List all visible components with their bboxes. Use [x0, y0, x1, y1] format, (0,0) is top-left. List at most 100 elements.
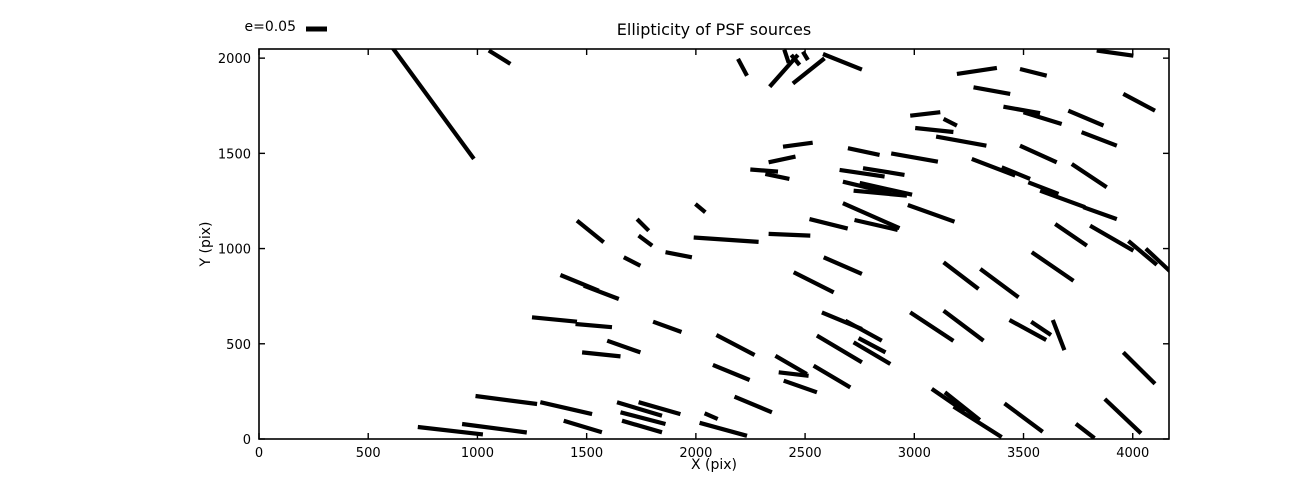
x-axis-label: X (pix)	[690, 457, 738, 473]
x-tick-label: 2000	[679, 446, 712, 461]
ellipticity-segment	[778, 370, 809, 378]
ellipticity-segment	[764, 171, 790, 181]
ellipticity-segment	[637, 233, 654, 248]
ellipticity-segment	[1067, 108, 1105, 128]
ellipticity-segment	[935, 134, 987, 148]
ellipticity-segment	[1070, 162, 1108, 190]
ellipticity-segment	[1127, 239, 1159, 267]
ellipticity-segment	[1050, 319, 1067, 351]
ellipticity-segment	[791, 56, 826, 86]
ellipticity-segment	[619, 410, 667, 427]
ellipticity-segment	[812, 363, 852, 390]
ellipticity-segment	[907, 203, 956, 224]
ellipticity-segment	[853, 188, 908, 198]
ellipticity-segment	[854, 217, 899, 232]
ellipticity-segment	[782, 140, 813, 149]
x-tick-label: 2500	[789, 446, 822, 461]
ellipticity-segment	[1103, 397, 1143, 435]
ellipticity-segment	[1121, 350, 1157, 386]
ellipticity-segment	[1074, 422, 1096, 439]
x-tick-label: 1500	[570, 446, 603, 461]
ellipticity-segment	[783, 378, 818, 395]
ellipticity-segment	[768, 231, 811, 238]
ellipticity-segment	[890, 151, 939, 164]
ellipticity-segment	[857, 336, 887, 355]
ellipticity-segment	[1008, 318, 1048, 342]
y-tick-label: 1000	[218, 243, 251, 258]
y-axis-label: Y (pix)	[198, 221, 214, 267]
ellipticity-segment	[862, 166, 905, 177]
legend-label: e=0.05	[244, 19, 296, 35]
ellipticity-segment	[943, 390, 982, 422]
ellipticity-segment	[914, 125, 954, 135]
chart-title: Ellipticity of PSF sources	[616, 20, 812, 39]
ellipticity-segment	[1019, 143, 1058, 165]
ellipticity-segment	[822, 255, 863, 276]
ellipticity-segment	[1089, 223, 1135, 253]
ellipticity-segment	[1000, 165, 1031, 181]
ellipticity-segment	[956, 65, 998, 76]
ellipticity-segment	[971, 156, 1016, 178]
x-tick-label: 4000	[1116, 446, 1149, 461]
ellipticity-segment	[839, 167, 885, 179]
ellipticity-segment	[461, 421, 528, 435]
ellipticity-segment	[563, 418, 603, 435]
ellipticity-segment	[736, 57, 749, 77]
ellipticity-segment	[638, 400, 681, 417]
y-tick-label: 2000	[218, 52, 251, 67]
segments-group	[390, 49, 1169, 439]
ellipticity-segment	[581, 350, 621, 359]
ellipticity-segment	[1027, 180, 1060, 196]
ellipticity-segment	[1030, 319, 1053, 337]
ellipticity-segment	[852, 340, 892, 366]
ellipticity-segment	[699, 420, 748, 438]
ellipticity-segment	[575, 218, 606, 244]
y-tick-label: 1500	[218, 147, 251, 162]
ellipticity-segment	[1080, 130, 1118, 148]
ellipticity-segment	[750, 167, 779, 174]
ellipticity-segment	[808, 217, 849, 231]
ellipticity-segment	[539, 400, 593, 417]
ellipticity-segment	[417, 424, 484, 437]
ellipticity-segment	[844, 318, 883, 343]
ellipticity-segment	[1122, 92, 1156, 113]
x-tick-label: 1000	[461, 446, 494, 461]
axes-frame	[258, 48, 1170, 440]
ellipticity-segment	[622, 255, 642, 268]
x-tick-label: 500	[356, 446, 381, 461]
ellipticity-segment	[847, 146, 881, 157]
ellipticity-segment	[575, 321, 613, 330]
ellipticity-segment	[909, 110, 941, 118]
ellipticity-segment	[1003, 104, 1041, 116]
ellipticity-segment	[606, 338, 642, 355]
ellipticity-segment	[715, 333, 756, 357]
ellipticity-segment	[1096, 49, 1134, 58]
ellipticity-segment	[1003, 401, 1044, 434]
ellipticity-segment	[693, 235, 759, 244]
x-tick-label: 0	[255, 446, 263, 461]
ellipticity-segment	[390, 49, 476, 161]
ellipticity-segment	[635, 217, 651, 233]
ellipticity-segment	[1022, 110, 1063, 127]
ellipticity-segment	[475, 393, 538, 407]
ellipticity-segment	[942, 117, 958, 128]
ellipticity-segment	[694, 202, 707, 214]
ellipticity-segment	[942, 260, 980, 291]
ellipticity-segment	[909, 310, 955, 343]
ellipticity-segment	[942, 309, 985, 343]
ellipticity-segment	[842, 201, 901, 231]
ellipticity-segment	[979, 267, 1020, 299]
ellipticity-segment	[1054, 222, 1089, 248]
ellipticity-segment	[973, 85, 1011, 96]
x-tick-label: 3000	[898, 446, 931, 461]
ellipticity-segment	[815, 333, 863, 365]
ellipticity-segment	[1082, 205, 1118, 222]
ellipticity-segment	[616, 400, 663, 418]
ellipticity-segment	[703, 411, 719, 421]
ellipticity-segment	[822, 52, 863, 72]
ellipticity-segment	[782, 49, 791, 64]
x-tick-label: 3500	[1007, 446, 1040, 461]
ellipticity-segment	[1030, 250, 1075, 283]
